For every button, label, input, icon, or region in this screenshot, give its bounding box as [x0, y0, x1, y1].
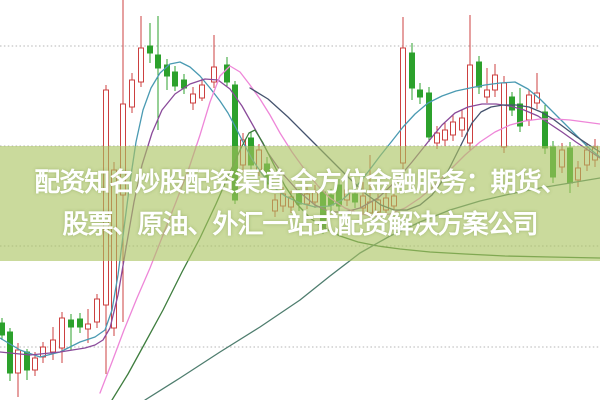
kline-chart-page: 配资知名炒股配资渠道 全方位金融服务：期货、 股票、原油、外汇一站式配资解决方案…	[0, 0, 600, 400]
candlestick-chart	[0, 0, 600, 400]
